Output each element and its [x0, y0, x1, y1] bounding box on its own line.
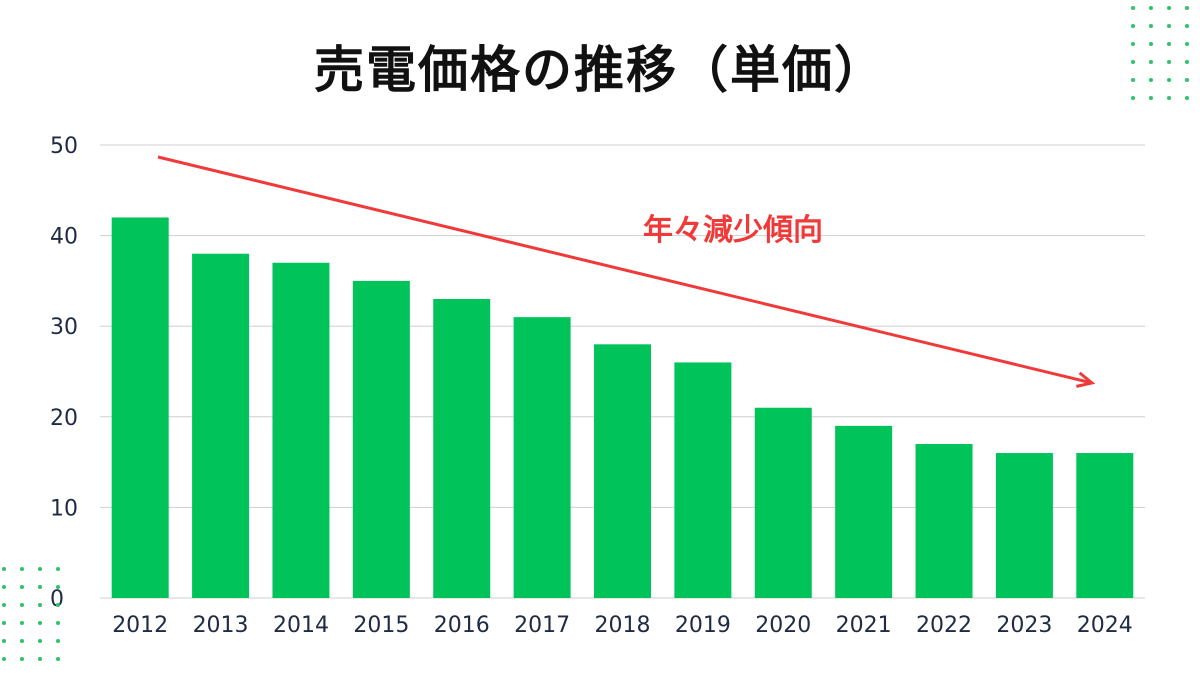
trend-arrow: [157, 155, 1093, 385]
trend-annotation: 年々減少傾向: [157, 155, 1096, 388]
decor-dot: [56, 639, 60, 643]
decor-dot: [38, 621, 42, 625]
chart-title: 売電価格の推移（単価）: [314, 41, 886, 99]
decor-dot: [1167, 6, 1171, 10]
bar-2021: [835, 425, 893, 598]
decor-dot: [1185, 6, 1189, 10]
decor-dot: [1131, 78, 1135, 82]
decor-dot: [1185, 60, 1189, 64]
decor-dot: [1167, 24, 1171, 28]
decor-dot: [56, 585, 60, 589]
y-tick-label: 50: [50, 134, 78, 159]
bar-2022: [915, 443, 973, 598]
decor-dot: [1131, 60, 1135, 64]
decor-dot: [1149, 78, 1153, 82]
decor-dot: [56, 657, 60, 661]
bar-2013: [192, 253, 250, 598]
decorative-dots-bottom-left: [0, 565, 72, 675]
bar-2014: [272, 262, 330, 598]
y-tick-label: 10: [50, 496, 78, 521]
decor-dot: [2, 585, 6, 589]
decor-dot: [1185, 42, 1189, 46]
decor-dot: [20, 567, 24, 571]
y-tick-label: 40: [50, 225, 78, 250]
trend-label: 年々減少傾向: [643, 213, 823, 248]
x-tick-label: 2012: [112, 613, 168, 638]
x-tick-label: 2020: [755, 613, 811, 638]
decor-dot: [56, 621, 60, 625]
decor-dot: [38, 585, 42, 589]
decor-dot: [2, 567, 6, 571]
decor-dot: [1185, 96, 1189, 100]
x-tick-label: 2015: [353, 613, 409, 638]
decor-dot: [1149, 24, 1153, 28]
x-tick-label: 2016: [434, 613, 490, 638]
x-tick-label: 2018: [595, 613, 651, 638]
decor-dot: [20, 621, 24, 625]
decor-dot: [1149, 42, 1153, 46]
decor-dot: [1131, 96, 1135, 100]
bar-2019: [674, 362, 732, 598]
decorative-dots-top-right: [1125, 0, 1200, 108]
decor-dot: [56, 567, 60, 571]
decor-dot: [1167, 42, 1171, 46]
x-tick-label: 2023: [996, 613, 1052, 638]
decor-dot: [1131, 24, 1135, 28]
decor-dot: [2, 657, 6, 661]
decor-dot: [1149, 60, 1153, 64]
decor-dot: [1149, 96, 1153, 100]
decor-dot: [1131, 6, 1135, 10]
y-tick-label: 20: [50, 406, 78, 431]
decor-dot: [20, 585, 24, 589]
decor-dot: [1185, 78, 1189, 82]
x-tick-label: 2017: [514, 613, 570, 638]
decor-dot: [20, 657, 24, 661]
bar-2023: [995, 453, 1053, 598]
bar-2016: [433, 299, 491, 598]
x-tick-label: 2022: [916, 613, 972, 638]
bar-2012: [111, 217, 169, 599]
decor-dot: [1149, 6, 1153, 10]
bar-2024: [1076, 453, 1134, 598]
decor-dot: [20, 603, 24, 607]
x-tick-label: 2019: [675, 613, 731, 638]
decor-dot: [2, 603, 6, 607]
decor-dot: [1167, 60, 1171, 64]
decor-dot: [2, 621, 6, 625]
x-tick-label: 2021: [836, 613, 892, 638]
x-tick-label: 2024: [1077, 613, 1133, 638]
bar-2017: [513, 317, 571, 598]
y-axis-ticks: 0 10 20 30 40 50: [50, 134, 78, 612]
decor-dot: [1131, 42, 1135, 46]
decor-dot: [38, 657, 42, 661]
x-tick-label: 2014: [273, 613, 329, 638]
bar-2015: [352, 280, 410, 598]
decor-dot: [1167, 96, 1171, 100]
decor-dot: [20, 639, 24, 643]
decor-dot: [1185, 24, 1189, 28]
bar-2020: [754, 407, 812, 598]
decor-dot: [2, 639, 6, 643]
bars: [111, 217, 1134, 599]
trend-arrow-head: [1076, 371, 1096, 388]
y-tick-label: 30: [50, 315, 78, 340]
decor-dot: [38, 567, 42, 571]
x-axis-ticks: 2012 2013 2014 2015 2016 2017 2018 2019 2020 2021…: [112, 613, 1133, 638]
x-tick-label: 2013: [193, 613, 249, 638]
decor-dot: [56, 603, 60, 607]
y-tick-label: 0: [50, 587, 64, 612]
bar-2018: [594, 344, 651, 598]
decor-dot: [1167, 78, 1171, 82]
decor-dot: [38, 639, 42, 643]
decor-dot: [38, 603, 42, 607]
